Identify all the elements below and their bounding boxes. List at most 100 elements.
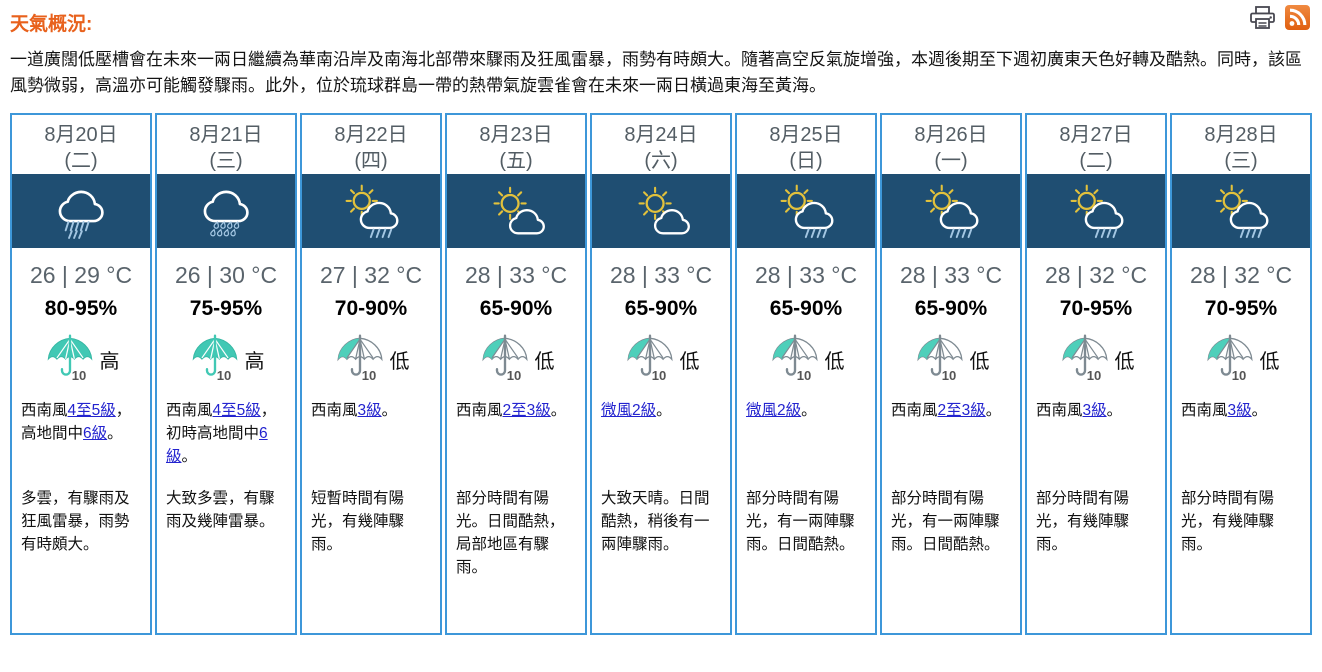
weather-description: 部分時間有陽光，有幾陣驟雨。: [1036, 489, 1130, 554]
weather-page: 天氣概況:: [10, 5, 1312, 635]
print-button[interactable]: [1249, 5, 1276, 30]
wind-forecast: 微風2級。: [592, 397, 730, 487]
svg-text:10: 10: [651, 368, 666, 382]
temperature-range: 26 | 29 °C: [29, 261, 133, 288]
wind-text: 西南風: [1181, 401, 1228, 419]
wind-text: 。: [550, 401, 567, 419]
psr-level-label: 低: [824, 351, 845, 374]
forecast-cards-row: 8月20日 (二) 26 | 29 °C 80-95% 10 高 西南風4至5級…: [10, 112, 1312, 635]
svg-text:10: 10: [361, 368, 376, 382]
wind-text: 西南風: [21, 401, 68, 419]
day-weekday: (日): [789, 149, 823, 172]
temperature-range: 28 | 33 °C: [754, 261, 858, 288]
wind-forecast: 西南風3級。: [302, 397, 440, 487]
wind-force-link[interactable]: 6級: [166, 424, 268, 466]
weather-icon: [592, 173, 730, 248]
day-date-block: 8月24日 (六): [592, 115, 730, 172]
day-weekday: (六): [644, 149, 678, 172]
psr-block: 10 低: [302, 331, 440, 389]
wind-force-link[interactable]: 3級: [1227, 401, 1252, 419]
psr-umbrella-icon: 10: [768, 333, 822, 387]
day-date: 8月20日: [44, 123, 118, 146]
humidity-range: 65-90%: [914, 296, 988, 320]
weather-description: 大致天晴。日間酷熱，稍後有一兩陣驟雨。: [601, 489, 710, 554]
psr-level-label: 低: [534, 351, 555, 374]
psr-block: 10 低: [882, 331, 1020, 389]
psr-umbrella-icon: 10: [188, 333, 242, 387]
wind-force-link[interactable]: 微風2級: [746, 401, 802, 419]
humidity-range: 70-90%: [334, 296, 408, 320]
day-date-block: 8月21日 (三): [157, 115, 295, 172]
rss-button[interactable]: [1285, 5, 1310, 30]
day-date-block: 8月28日 (三): [1172, 115, 1310, 172]
wind-text: 。: [107, 424, 123, 442]
forecast-day-card: 8月22日 (四) 27 | 32 °C 70-90% 10 低 西南風3級。 …: [300, 112, 442, 635]
wind-text: ，初時高地間中: [166, 401, 277, 442]
humidity-range: 70-95%: [1059, 296, 1133, 320]
wind-force-link[interactable]: 4至5級: [212, 401, 261, 419]
weather-icon: [737, 173, 875, 248]
wind-force-link[interactable]: 2至3級: [937, 401, 986, 419]
temperature-range: 28 | 33 °C: [899, 261, 1003, 288]
day-weekday: (三): [209, 149, 243, 172]
psr-block: 10 高: [157, 331, 295, 389]
weather-description: 短暫時間有陽光，有幾陣驟雨。: [311, 489, 405, 554]
wind-force-link[interactable]: 2至3級: [502, 401, 551, 419]
psr-umbrella-icon: 10: [1203, 333, 1257, 387]
wind-forecast: 西南風2至3級。: [882, 397, 1020, 487]
psr-umbrella-icon: 10: [478, 333, 532, 387]
svg-text:10: 10: [1231, 368, 1246, 382]
wind-force-link[interactable]: 微風2級: [601, 401, 657, 419]
wind-force-link[interactable]: 3級: [357, 401, 382, 419]
weather-icon: [302, 173, 440, 248]
temperature-range: 28 | 33 °C: [464, 261, 568, 288]
wind-forecast: 西南風3級。: [1027, 397, 1165, 487]
forecast-day-card: 8月27日 (二) 28 | 32 °C 70-95% 10 低 西南風3級。 …: [1025, 112, 1167, 635]
forecast-day-card: 8月20日 (二) 26 | 29 °C 80-95% 10 高 西南風4至5級…: [10, 112, 152, 635]
header-bar: 天氣概況:: [10, 5, 1312, 36]
forecast-day-card: 8月25日 (日) 28 | 33 °C 65-90% 10 低 微風2級。 部…: [735, 112, 877, 635]
wind-text: 。: [1251, 401, 1268, 419]
weather-description: 部分時間有陽光。日間酷熱，局部地區有驟雨。: [456, 489, 565, 577]
day-date: 8月26日: [914, 123, 988, 146]
wind-text: 。: [985, 401, 1002, 419]
psr-block: 10 低: [1172, 331, 1310, 389]
psr-level-label: 低: [389, 351, 410, 374]
svg-text:10: 10: [71, 368, 86, 382]
wind-forecast: 西南風3級。: [1172, 397, 1310, 487]
psr-block: 10 低: [1027, 331, 1165, 389]
psr-umbrella-icon: 10: [1058, 333, 1112, 387]
temperature-range: 27 | 32 °C: [319, 261, 423, 288]
wind-text: 西南風: [311, 401, 358, 419]
weather-icon: [157, 173, 295, 248]
wind-force-link[interactable]: 3級: [1082, 401, 1107, 419]
wind-text: ，高地間中: [21, 401, 132, 442]
psr-level-label: 高: [99, 351, 120, 374]
temperature-range: 28 | 32 °C: [1189, 261, 1293, 288]
psr-level-label: 低: [679, 351, 700, 374]
weather-description: 部分時間有陽光，有幾陣驟雨。: [1181, 489, 1275, 554]
weather-summary: 一道廣闊低壓槽會在未來一兩日繼續為華南沿岸及南海北部帶來驟雨及狂風雷暴，雨勢有時…: [10, 50, 1302, 96]
psr-umbrella-icon: 10: [913, 333, 967, 387]
day-date-block: 8月23日 (五): [447, 115, 585, 172]
day-date-block: 8月26日 (一): [882, 115, 1020, 172]
wind-text: 。: [1106, 401, 1123, 419]
rss-icon: [1285, 5, 1310, 33]
weather-icon: [882, 173, 1020, 248]
temperature-range: 28 | 32 °C: [1044, 261, 1148, 288]
wind-force-link[interactable]: 4至5級: [67, 401, 116, 419]
wind-text: 。: [381, 401, 398, 419]
day-date: 8月27日: [1059, 123, 1133, 146]
wind-force-link[interactable]: 6級: [83, 424, 108, 442]
wind-text: 西南風: [891, 401, 938, 419]
page-title: 天氣概況:: [10, 14, 93, 35]
psr-umbrella-icon: 10: [43, 333, 97, 387]
forecast-day-card: 8月21日 (三) 26 | 30 °C 75-95% 10 高 西南風4至5級…: [155, 112, 297, 635]
day-date: 8月22日: [334, 123, 408, 146]
forecast-day-card: 8月24日 (六) 28 | 33 °C 65-90% 10 低 微風2級。 大…: [590, 112, 732, 635]
svg-text:10: 10: [216, 368, 231, 382]
wind-text: 。: [181, 448, 198, 466]
day-date: 8月28日: [1204, 123, 1278, 146]
forecast-day-card: 8月28日 (三) 28 | 32 °C 70-95% 10 低 西南風3級。 …: [1170, 112, 1312, 635]
wind-forecast: 西南風4至5級，初時高地間中6級。: [157, 397, 295, 487]
